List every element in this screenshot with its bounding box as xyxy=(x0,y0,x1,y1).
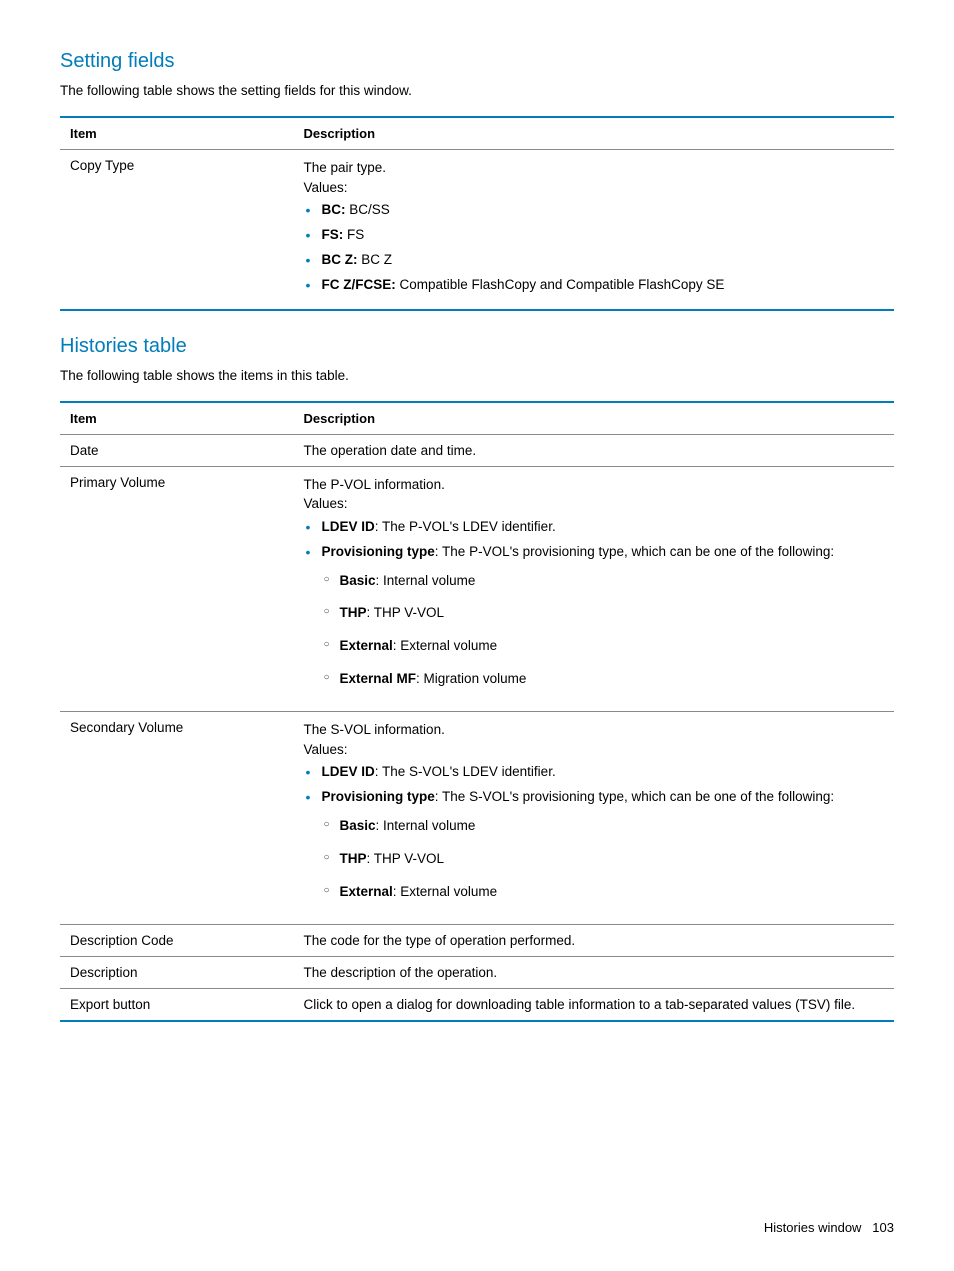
desc-line: Values: xyxy=(304,494,884,514)
page-footer: Histories window 103 xyxy=(764,1220,894,1235)
cell-item: Description xyxy=(60,956,294,988)
section1-intro: The following table shows the setting fi… xyxy=(60,83,894,98)
desc-line: Values: xyxy=(304,740,884,760)
cell-item: Copy Type xyxy=(60,150,294,310)
key: FC Z/FCSE: xyxy=(322,277,396,292)
sub-list: Basic: Internal volume THP: THP V-VOL Ex… xyxy=(322,572,884,690)
list-item: External: External volume xyxy=(322,637,884,656)
key: THP xyxy=(340,851,367,866)
list-item: THP: THP V-VOL xyxy=(322,850,884,869)
table-row: Primary Volume The P-VOL information. Va… xyxy=(60,466,894,711)
list-item: Provisioning type: The S-VOL's provision… xyxy=(304,788,884,902)
th-description: Description xyxy=(294,402,894,435)
list-item: THP: THP V-VOL xyxy=(322,604,884,623)
desc-line: The P-VOL information. xyxy=(304,475,884,495)
section-heading-setting-fields: Setting fields xyxy=(60,50,894,73)
cell-description: The operation date and time. xyxy=(294,434,894,466)
value-list: BC: BC/SS FS: FS BC Z: BC Z FC Z/FCSE: C… xyxy=(304,201,884,295)
key: LDEV ID xyxy=(322,764,375,779)
key: External xyxy=(340,638,393,653)
key: FS: xyxy=(322,227,344,242)
val: Compatible FlashCopy and Compatible Flas… xyxy=(396,277,725,292)
val: : External volume xyxy=(393,884,497,899)
table-header-row: Item Description xyxy=(60,402,894,435)
footer-label: Histories window xyxy=(764,1220,862,1235)
list-item: LDEV ID: The P-VOL's LDEV identifier. xyxy=(304,518,884,537)
th-item: Item xyxy=(60,402,294,435)
cell-item: Primary Volume xyxy=(60,466,294,711)
val: : Migration volume xyxy=(416,671,526,686)
desc-line: The pair type. xyxy=(304,158,884,178)
cell-item: Secondary Volume xyxy=(60,712,294,925)
val: : THP V-VOL xyxy=(367,851,445,866)
key: Basic xyxy=(340,818,376,833)
cell-item: Date xyxy=(60,434,294,466)
value-list: LDEV ID: The S-VOL's LDEV identifier. Pr… xyxy=(304,763,884,901)
key: LDEV ID xyxy=(322,519,375,534)
val: BC Z xyxy=(358,252,393,267)
sub-list: Basic: Internal volume THP: THP V-VOL Ex… xyxy=(322,817,884,902)
setting-fields-table: Item Description Copy Type The pair type… xyxy=(60,116,894,311)
list-item: BC: BC/SS xyxy=(304,201,884,220)
cell-description: Click to open a dialog for downloading t… xyxy=(294,988,894,1021)
list-item: External: External volume xyxy=(322,883,884,902)
cell-item: Export button xyxy=(60,988,294,1021)
val: BC/SS xyxy=(346,202,390,217)
key: BC: xyxy=(322,202,346,217)
key: External xyxy=(340,884,393,899)
cell-item: Description Code xyxy=(60,924,294,956)
cell-description: The description of the operation. xyxy=(294,956,894,988)
val: FS xyxy=(343,227,364,242)
key: Provisioning type xyxy=(322,789,435,804)
table-header-row: Item Description xyxy=(60,117,894,150)
section-heading-histories-table: Histories table xyxy=(60,335,894,358)
list-item: Provisioning type: The P-VOL's provision… xyxy=(304,543,884,689)
list-item: External MF: Migration volume xyxy=(322,670,884,689)
list-item: Basic: Internal volume xyxy=(322,817,884,836)
table-row: Secondary Volume The S-VOL information. … xyxy=(60,712,894,925)
desc-line: Values: xyxy=(304,178,884,198)
val: : Internal volume xyxy=(376,573,476,588)
table-row: Copy Type The pair type. Values: BC: BC/… xyxy=(60,150,894,310)
table-row: Date The operation date and time. xyxy=(60,434,894,466)
table-row: Description Code The code for the type o… xyxy=(60,924,894,956)
val: : THP V-VOL xyxy=(367,605,445,620)
cell-description: The pair type. Values: BC: BC/SS FS: FS … xyxy=(294,150,894,310)
th-description: Description xyxy=(294,117,894,150)
val: : The P-VOL's provisioning type, which c… xyxy=(435,544,834,559)
section2-intro: The following table shows the items in t… xyxy=(60,368,894,383)
val: : The S-VOL's provisioning type, which c… xyxy=(435,789,834,804)
key: Provisioning type xyxy=(322,544,435,559)
histories-table: Item Description Date The operation date… xyxy=(60,401,894,1022)
key: Basic xyxy=(340,573,376,588)
list-item: FS: FS xyxy=(304,226,884,245)
cell-description: The code for the type of operation perfo… xyxy=(294,924,894,956)
val: : External volume xyxy=(393,638,497,653)
key: THP xyxy=(340,605,367,620)
list-item: Basic: Internal volume xyxy=(322,572,884,591)
list-item: LDEV ID: The S-VOL's LDEV identifier. xyxy=(304,763,884,782)
value-list: LDEV ID: The P-VOL's LDEV identifier. Pr… xyxy=(304,518,884,689)
key: BC Z: xyxy=(322,252,358,267)
footer-page-number: 103 xyxy=(872,1220,894,1235)
table-row: Export button Click to open a dialog for… xyxy=(60,988,894,1021)
val: : The S-VOL's LDEV identifier. xyxy=(375,764,556,779)
desc-line: The S-VOL information. xyxy=(304,720,884,740)
val: : Internal volume xyxy=(376,818,476,833)
cell-description: The S-VOL information. Values: LDEV ID: … xyxy=(294,712,894,925)
list-item: BC Z: BC Z xyxy=(304,251,884,270)
th-item: Item xyxy=(60,117,294,150)
cell-description: The P-VOL information. Values: LDEV ID: … xyxy=(294,466,894,711)
key: External MF xyxy=(340,671,417,686)
list-item: FC Z/FCSE: Compatible FlashCopy and Comp… xyxy=(304,276,884,295)
table-row: Description The description of the opera… xyxy=(60,956,894,988)
val: : The P-VOL's LDEV identifier. xyxy=(375,519,556,534)
